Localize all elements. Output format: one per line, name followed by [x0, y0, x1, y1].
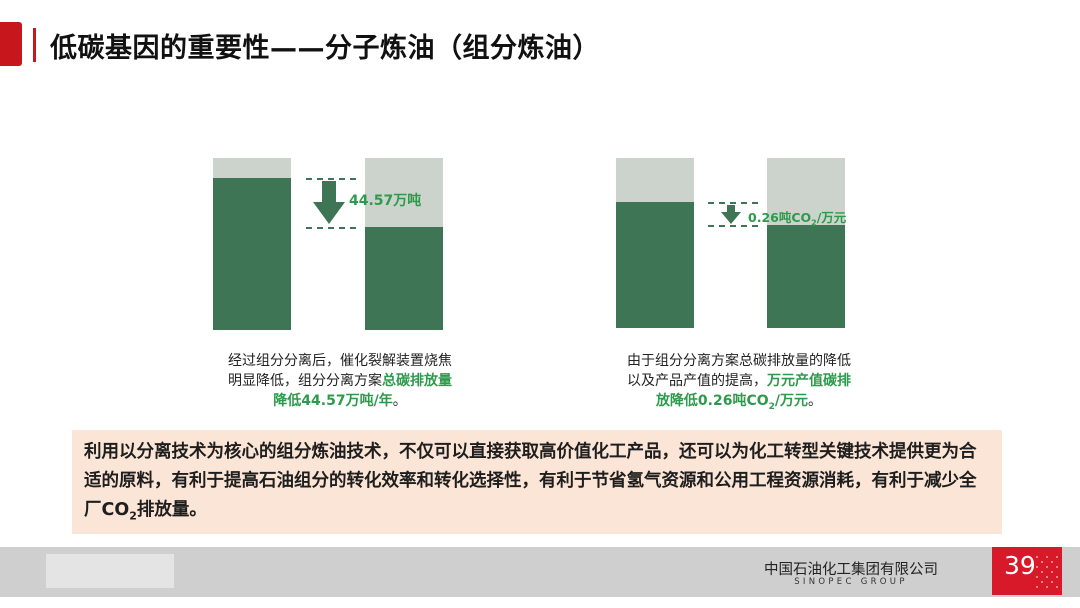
decorative-dot [1051, 571, 1053, 573]
title-divider [33, 28, 36, 62]
right-dash-lower [708, 225, 758, 227]
summary-text-end: 排放量。 [136, 500, 207, 520]
decorative-dots [1036, 556, 1060, 590]
decorative-dot [1051, 561, 1053, 563]
decorative-dot [1056, 566, 1058, 568]
left-bar-2-bottom [365, 227, 443, 330]
right-caption: 由于组分分离方案总碳排放量的降低 以及产品产值的提高，万元产值碳排 放降低0.2… [594, 351, 884, 417]
decorative-dot [1046, 576, 1048, 578]
right-reduction-label-subscript: 2 [811, 218, 817, 228]
left-caption-line-1: 经过组分分离后，催化裂解装置烧焦 [228, 353, 452, 369]
right-dash-upper [708, 202, 758, 204]
right-caption-line-2-text: 以及产品产值的提高， [627, 373, 767, 389]
title-accent-block [0, 22, 22, 66]
company-name-en: SINOPEC GROUP [794, 577, 908, 587]
left-down-arrow-shaft [322, 181, 336, 202]
right-reduction-label-text: 0.26吨CO [748, 210, 812, 225]
page-number: 39 [1004, 551, 1036, 580]
right-caption-line-3: 放降低0.26吨CO2/万元。 [594, 391, 884, 417]
right-caption-line-2: 以及产品产值的提高，万元产值碳排 [594, 371, 884, 391]
left-bar-2-top [365, 158, 443, 227]
decorative-dot [1036, 556, 1038, 558]
right-bar-1-bottom [616, 202, 694, 328]
left-bar-1-top [213, 158, 291, 178]
page-number-box [992, 547, 1062, 595]
page-title: 低碳基因的重要性——分子炼油（组分炼油） [50, 33, 600, 64]
right-bar-1-top [616, 158, 694, 202]
right-caption-highlight-1: 万元产值碳排 [767, 373, 851, 389]
right-reduction-label: 0.26吨CO2/万元 [748, 207, 846, 228]
right-bar-2-bottom [767, 225, 845, 328]
decorative-dot [1041, 561, 1043, 563]
decorative-dot [1046, 556, 1048, 558]
left-reduction-label: 44.57万吨 [349, 193, 422, 209]
decorative-dot [1036, 586, 1038, 588]
left-caption: 经过组分分离后，催化裂解装置烧焦 明显降低，组分分离方案总碳排放量 降低44.5… [195, 351, 485, 411]
left-caption-highlight-2: 降低44.57万吨/年 [273, 393, 393, 409]
right-caption-highlight-2: 放降低0.26吨CO [655, 393, 769, 409]
left-bar-1-bottom [213, 178, 291, 330]
left-dash-lower [306, 227, 356, 229]
decorative-dot [1056, 556, 1058, 558]
decorative-dot [1036, 566, 1038, 568]
decorative-dot [1046, 586, 1048, 588]
right-reduction-label-unit: /万元 [816, 210, 847, 225]
down-arrow-icon [721, 212, 741, 224]
left-caption-line-2-text: 明显降低，组分分离方案 [228, 373, 382, 389]
right-bar-2-top [767, 158, 845, 225]
right-caption-subscript: 2 [768, 401, 775, 412]
decorative-dot [1041, 581, 1043, 583]
decorative-dot [1056, 586, 1058, 588]
footer-bar [0, 547, 1080, 597]
left-caption-period: 。 [392, 393, 407, 409]
footer-placeholder-box [46, 554, 174, 588]
down-arrow-icon [313, 202, 345, 224]
right-caption-highlight-unit: /万元 [774, 393, 809, 409]
summary-subscript: 2 [129, 509, 137, 523]
right-caption-line-1: 由于组分分离方案总碳排放量的降低 [627, 353, 851, 369]
decorative-dot [1036, 576, 1038, 578]
summary-text: 利用以分离技术为核心的组分炼油技术，不仅可以直接获取高价值化工产品，还可以为化工… [84, 442, 977, 520]
summary-box: 利用以分离技术为核心的组分炼油技术，不仅可以直接获取高价值化工产品，还可以为化工… [72, 430, 1002, 534]
left-caption-line-2: 明显降低，组分分离方案总碳排放量 [195, 371, 485, 391]
company-name-cn: 中国石油化工集团有限公司 [764, 562, 938, 578]
right-down-arrow-shaft [727, 205, 735, 213]
decorative-dot [1041, 571, 1043, 573]
left-caption-line-3: 降低44.57万吨/年。 [195, 391, 485, 411]
right-caption-period: 。 [808, 393, 823, 409]
decorative-dot [1046, 566, 1048, 568]
decorative-dot [1056, 576, 1058, 578]
left-caption-highlight-1: 总碳排放量 [382, 373, 452, 389]
decorative-dot [1051, 581, 1053, 583]
left-dash-upper [306, 178, 356, 180]
